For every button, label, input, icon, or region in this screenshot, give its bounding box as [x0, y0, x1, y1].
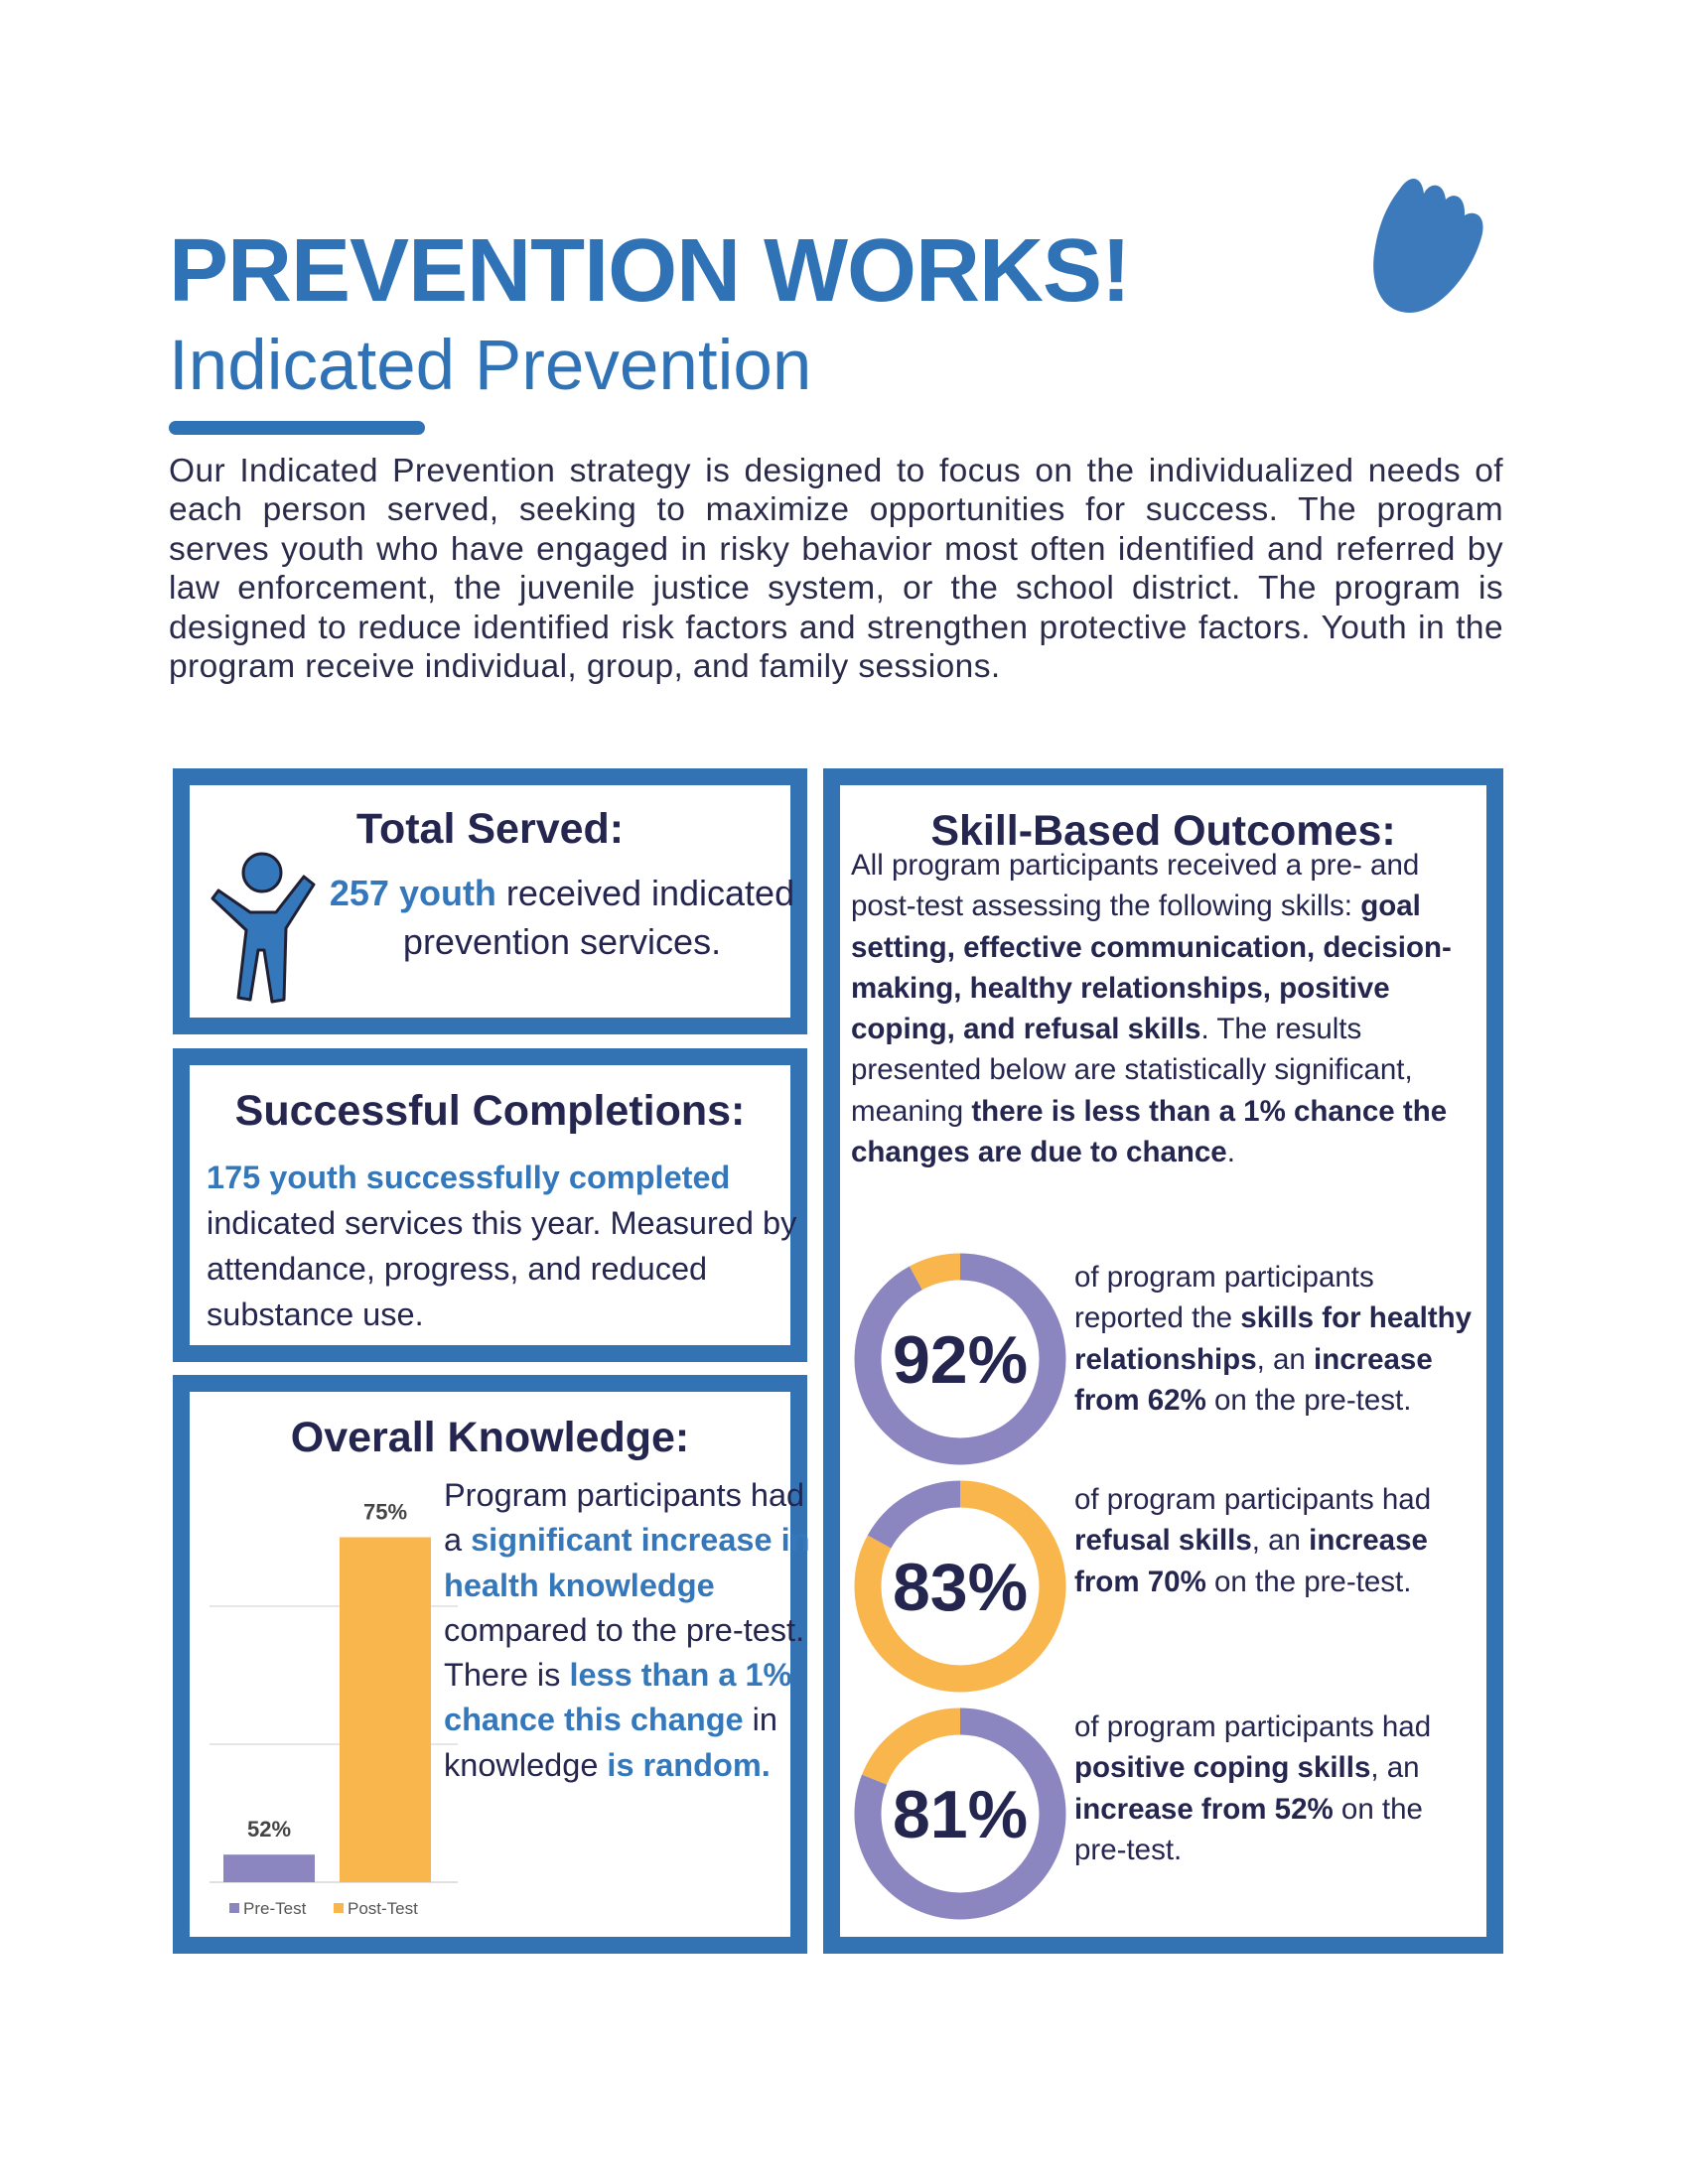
total-served-card: Total Served: 257 youth received indicat…	[173, 768, 807, 1034]
knowledge-bar-chart: 52% Pre-Test 75% Post-Test	[210, 1500, 458, 1918]
overall-knowledge-card: Overall Knowledge: 52% Pre-Test 75% Post-Te…	[173, 1375, 809, 1954]
completions-text: 175 youth successfully completed indicat…	[207, 1155, 802, 1337]
outcome-refusal-skills: 83% of program participants had refusal …	[840, 1480, 1485, 1694]
donut-chart: 92%	[854, 1253, 1066, 1465]
text-segment: in knowledge	[444, 1702, 777, 1783]
outcome-text: of program participants had refusal skil…	[1074, 1479, 1481, 1602]
text-segment: , an	[1251, 1524, 1310, 1558]
bar-post-test	[340, 1537, 431, 1882]
donut-segment	[854, 1480, 1066, 1693]
text-segment: . The results presented below are statis…	[851, 1013, 1413, 1128]
bar-data-label: 75%	[363, 1500, 407, 1525]
bar-data-label: 52%	[247, 1817, 291, 1842]
text-segment: of program participants reported the	[1074, 1261, 1374, 1335]
text-segment: , an	[1256, 1342, 1315, 1376]
text-segment: on the pre-test.	[1205, 1565, 1412, 1598]
intro-paragraph: Our Indicated Prevention strategy is des…	[169, 453, 1503, 686]
knowledge-text: Program participants had a significant i…	[444, 1473, 811, 1788]
highlighted-text: increase from 52%	[1074, 1792, 1334, 1826]
donut-percent-label: 83%	[893, 1550, 1028, 1625]
donut-segment	[854, 1707, 1066, 1920]
skill-based-outcomes-card: Skill-Based Outcomes: All program partic…	[823, 768, 1503, 1954]
total-served-text: 257 youth received indicated prevention …	[324, 869, 800, 966]
knowledge-title: Overall Knowledge:	[290, 1414, 690, 1461]
highlighted-text: refusal skills	[1074, 1524, 1252, 1558]
outcome-healthy-relationships: 92% of program participants reported the…	[840, 1253, 1485, 1466]
highlighted-text: goal setting, effective communication, d…	[851, 889, 1452, 1046]
skills-title: Skill-Based Outcomes:	[930, 807, 1396, 855]
donut-segment	[854, 1253, 1066, 1465]
text-segment: of program participants had	[1074, 1483, 1432, 1516]
legend-swatch	[334, 1903, 344, 1913]
person-arms-raised-icon	[211, 852, 316, 1004]
page-subtitle: Indicated Prevention	[169, 327, 812, 405]
donut-chart: 83%	[854, 1480, 1066, 1693]
text-segment: , an	[1370, 1751, 1420, 1785]
total-served-title: Total Served:	[355, 805, 625, 853]
outcome-text: of program participants had positive cop…	[1074, 1706, 1481, 1870]
highlighted-text: skills for healthy relationships	[1074, 1301, 1473, 1376]
text-segment: All program participants received a pre-…	[851, 849, 1420, 923]
text-segment: Program participants had a	[444, 1477, 805, 1559]
outcome-text: of program participants reported the ski…	[1074, 1257, 1481, 1421]
highlighted-text: there is less than a 1% chance the chang…	[851, 1094, 1448, 1169]
title-underline	[169, 421, 425, 435]
donut-percent-label: 81%	[893, 1777, 1028, 1852]
donut-percent-label: 92%	[893, 1322, 1028, 1398]
text-segment: compared to the pre-test. There is	[444, 1611, 805, 1694]
bar-pre-test	[223, 1854, 315, 1882]
page-title: PREVENTION WORKS!	[169, 221, 1131, 321]
highlighted-text: significant increase in health knowledge	[444, 1522, 810, 1603]
successful-completions-card: Successful Completions: 175 youth succes…	[173, 1048, 807, 1362]
text-segment: on the pre-test.	[1205, 1383, 1412, 1417]
skills-description: All program participants received a pre-…	[851, 845, 1486, 1172]
highlighted-text: increase from 62%	[1074, 1342, 1433, 1417]
text-segment: on the pre-test.	[1074, 1792, 1423, 1866]
text-segment: of program participants had	[1074, 1710, 1432, 1743]
text-segment: received indicated prevention services.	[402, 873, 795, 962]
highlighted-text: 175 youth successfully completed	[207, 1160, 731, 1195]
legend-label: Post-Test	[348, 1899, 418, 1918]
highlighted-text: increase from 70%	[1074, 1524, 1428, 1598]
text-segment: indicated services this year. Measured b…	[207, 1205, 797, 1332]
outcome-positive-coping: 81% of program participants had positive…	[840, 1707, 1485, 1921]
legend-swatch	[229, 1903, 239, 1913]
hand-icon	[1373, 178, 1483, 313]
highlighted-text: 257 youth	[329, 873, 496, 913]
highlighted-text: is random.	[607, 1746, 771, 1783]
donut-chart: 81%	[854, 1707, 1066, 1920]
completions-title: Successful Completions:	[234, 1087, 746, 1135]
legend-label: Pre-Test	[243, 1899, 307, 1918]
text-segment: .	[1226, 1136, 1235, 1169]
highlighted-text: less than a 1% chance this change	[444, 1657, 792, 1738]
highlighted-text: positive coping skills	[1074, 1751, 1371, 1785]
